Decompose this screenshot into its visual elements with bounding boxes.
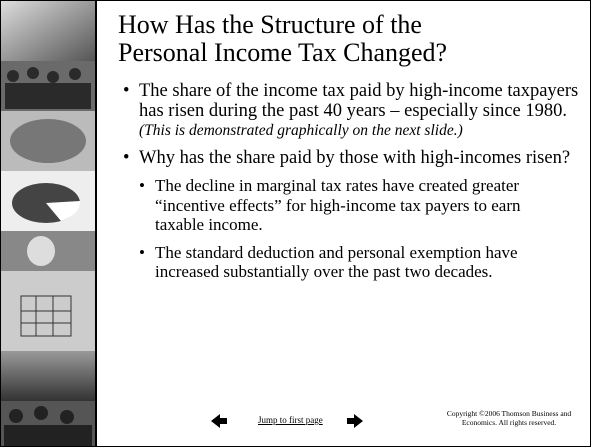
bullet: The share of the income tax paid by high…	[119, 81, 585, 140]
sub-bullet: The standard deduction and personal exem…	[133, 243, 555, 282]
nav-arrows	[211, 414, 363, 428]
copyright: Copyright ©2006 Thomson Business and Eco…	[446, 409, 572, 427]
bullet-text: Why has the share paid by those with hig…	[139, 148, 571, 168]
slide-body: The share of the income tax paid by high…	[119, 81, 585, 288]
bullet-text: The share of the income tax paid by high…	[139, 81, 579, 121]
prev-arrow[interactable]	[211, 414, 227, 428]
bullet-note: (This is demonstrated graphically on the…	[139, 122, 463, 139]
first-page-link[interactable]: Jump to first page	[258, 415, 323, 425]
slide-title: How Has the Structure of the Personal In…	[118, 10, 448, 67]
next-arrow[interactable]	[347, 414, 363, 428]
image-strip	[1, 1, 97, 446]
bullet: Why has the share paid by those with hig…	[119, 148, 585, 168]
sub-bullet: The decline in marginal tax rates have c…	[133, 176, 555, 235]
